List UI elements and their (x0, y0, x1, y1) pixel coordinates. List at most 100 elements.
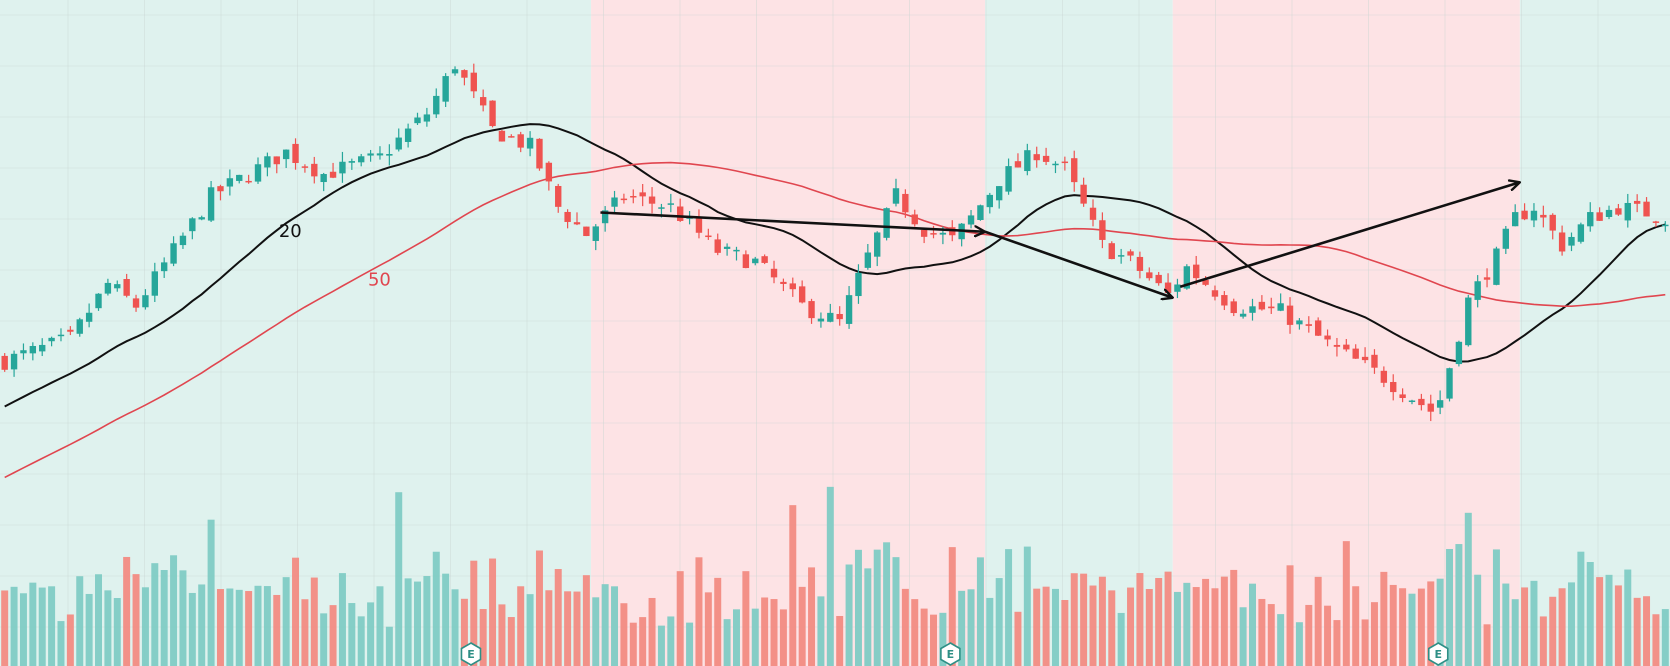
candle-body (1512, 212, 1519, 227)
earnings-marker[interactable]: E (1427, 642, 1449, 666)
candle-body (1596, 212, 1603, 221)
candle (620, 193, 628, 204)
volume-bar (958, 590, 966, 666)
candle-body (780, 281, 787, 284)
candle (1014, 153, 1022, 168)
candle-body (1483, 277, 1491, 280)
volume-bar (1127, 587, 1135, 666)
candle-body (695, 217, 703, 233)
candle-body (902, 193, 909, 213)
volume-bar (1164, 571, 1172, 666)
candle (1033, 146, 1040, 168)
candle-body (1352, 348, 1359, 359)
volume-bar (1643, 596, 1651, 666)
candle (1446, 367, 1453, 402)
volume-bar (948, 547, 956, 666)
candle-body (95, 293, 102, 309)
candle (160, 257, 168, 278)
candle (442, 73, 449, 108)
candle (189, 217, 196, 240)
volume-bar (385, 626, 393, 666)
candle-body (1455, 341, 1463, 365)
volume-bar (1342, 541, 1350, 666)
candle-body (423, 114, 431, 122)
volume-bar (226, 588, 234, 666)
candle-body (883, 208, 890, 238)
candle-body (1427, 403, 1434, 412)
candle-body (311, 163, 318, 177)
candle-body (386, 154, 393, 156)
volume-bar (451, 589, 459, 666)
volume-bar (348, 603, 356, 666)
volume-bar (38, 587, 46, 666)
candle (845, 286, 853, 329)
candle (1136, 251, 1144, 279)
candle (489, 100, 496, 128)
candle-body (151, 271, 158, 296)
volume-bar (85, 593, 93, 666)
candle (1455, 340, 1463, 367)
candle-body (601, 210, 609, 224)
volume-bar (1417, 588, 1425, 666)
candle (198, 215, 205, 221)
candle-body (282, 149, 290, 160)
candle-body (1380, 370, 1388, 383)
volume-bar (113, 598, 121, 666)
volume-bar (695, 557, 703, 666)
candle (114, 280, 121, 292)
volume-bar (920, 608, 928, 666)
candle (1258, 295, 1266, 311)
volume-bar (170, 555, 178, 666)
candle (1127, 249, 1134, 262)
volume-bar (338, 573, 346, 666)
candle (1099, 212, 1106, 249)
candle (1587, 202, 1594, 232)
candle (920, 228, 928, 244)
earnings-icon (460, 642, 482, 666)
candle (1080, 177, 1087, 207)
candle-body (207, 187, 215, 221)
volume-bar (19, 593, 27, 666)
candle-body (451, 69, 459, 74)
candle (1361, 347, 1369, 364)
volume-bar (714, 577, 722, 666)
candle (545, 161, 553, 191)
candle (39, 338, 46, 357)
earnings-marker[interactable]: E (940, 642, 961, 666)
candle (311, 156, 318, 184)
candle (592, 224, 599, 251)
candle-body (573, 222, 581, 225)
candle (1633, 194, 1641, 213)
volume-bar (141, 587, 149, 666)
candle (526, 131, 534, 157)
candle (1343, 339, 1350, 352)
candle-body (1558, 232, 1566, 252)
earnings-marker[interactable]: E (460, 642, 482, 666)
candle (789, 277, 796, 297)
candle (808, 298, 815, 324)
volume-bar (292, 557, 300, 666)
trend-zone-up (985, 0, 1173, 666)
volume-bar (470, 560, 478, 666)
candle-body (1202, 279, 1209, 285)
candle-body (1211, 290, 1219, 297)
candle (273, 156, 280, 174)
volume-bar (1539, 616, 1547, 666)
candle-body (1502, 228, 1510, 249)
volume-bar (1624, 569, 1632, 666)
candle-body (1530, 210, 1538, 221)
candle-body (236, 174, 243, 181)
candle-body (20, 350, 27, 354)
candle-body (789, 283, 796, 290)
volume-bar (301, 599, 309, 666)
candle-body (1052, 163, 1059, 166)
volume-bar (160, 570, 168, 666)
candle (1605, 205, 1613, 220)
candle-body (1474, 281, 1481, 300)
candle-body (1183, 266, 1191, 289)
volume-bar (1136, 573, 1144, 666)
volume-bar (1586, 561, 1594, 666)
candle (1174, 278, 1181, 299)
candle-body (1014, 161, 1022, 168)
